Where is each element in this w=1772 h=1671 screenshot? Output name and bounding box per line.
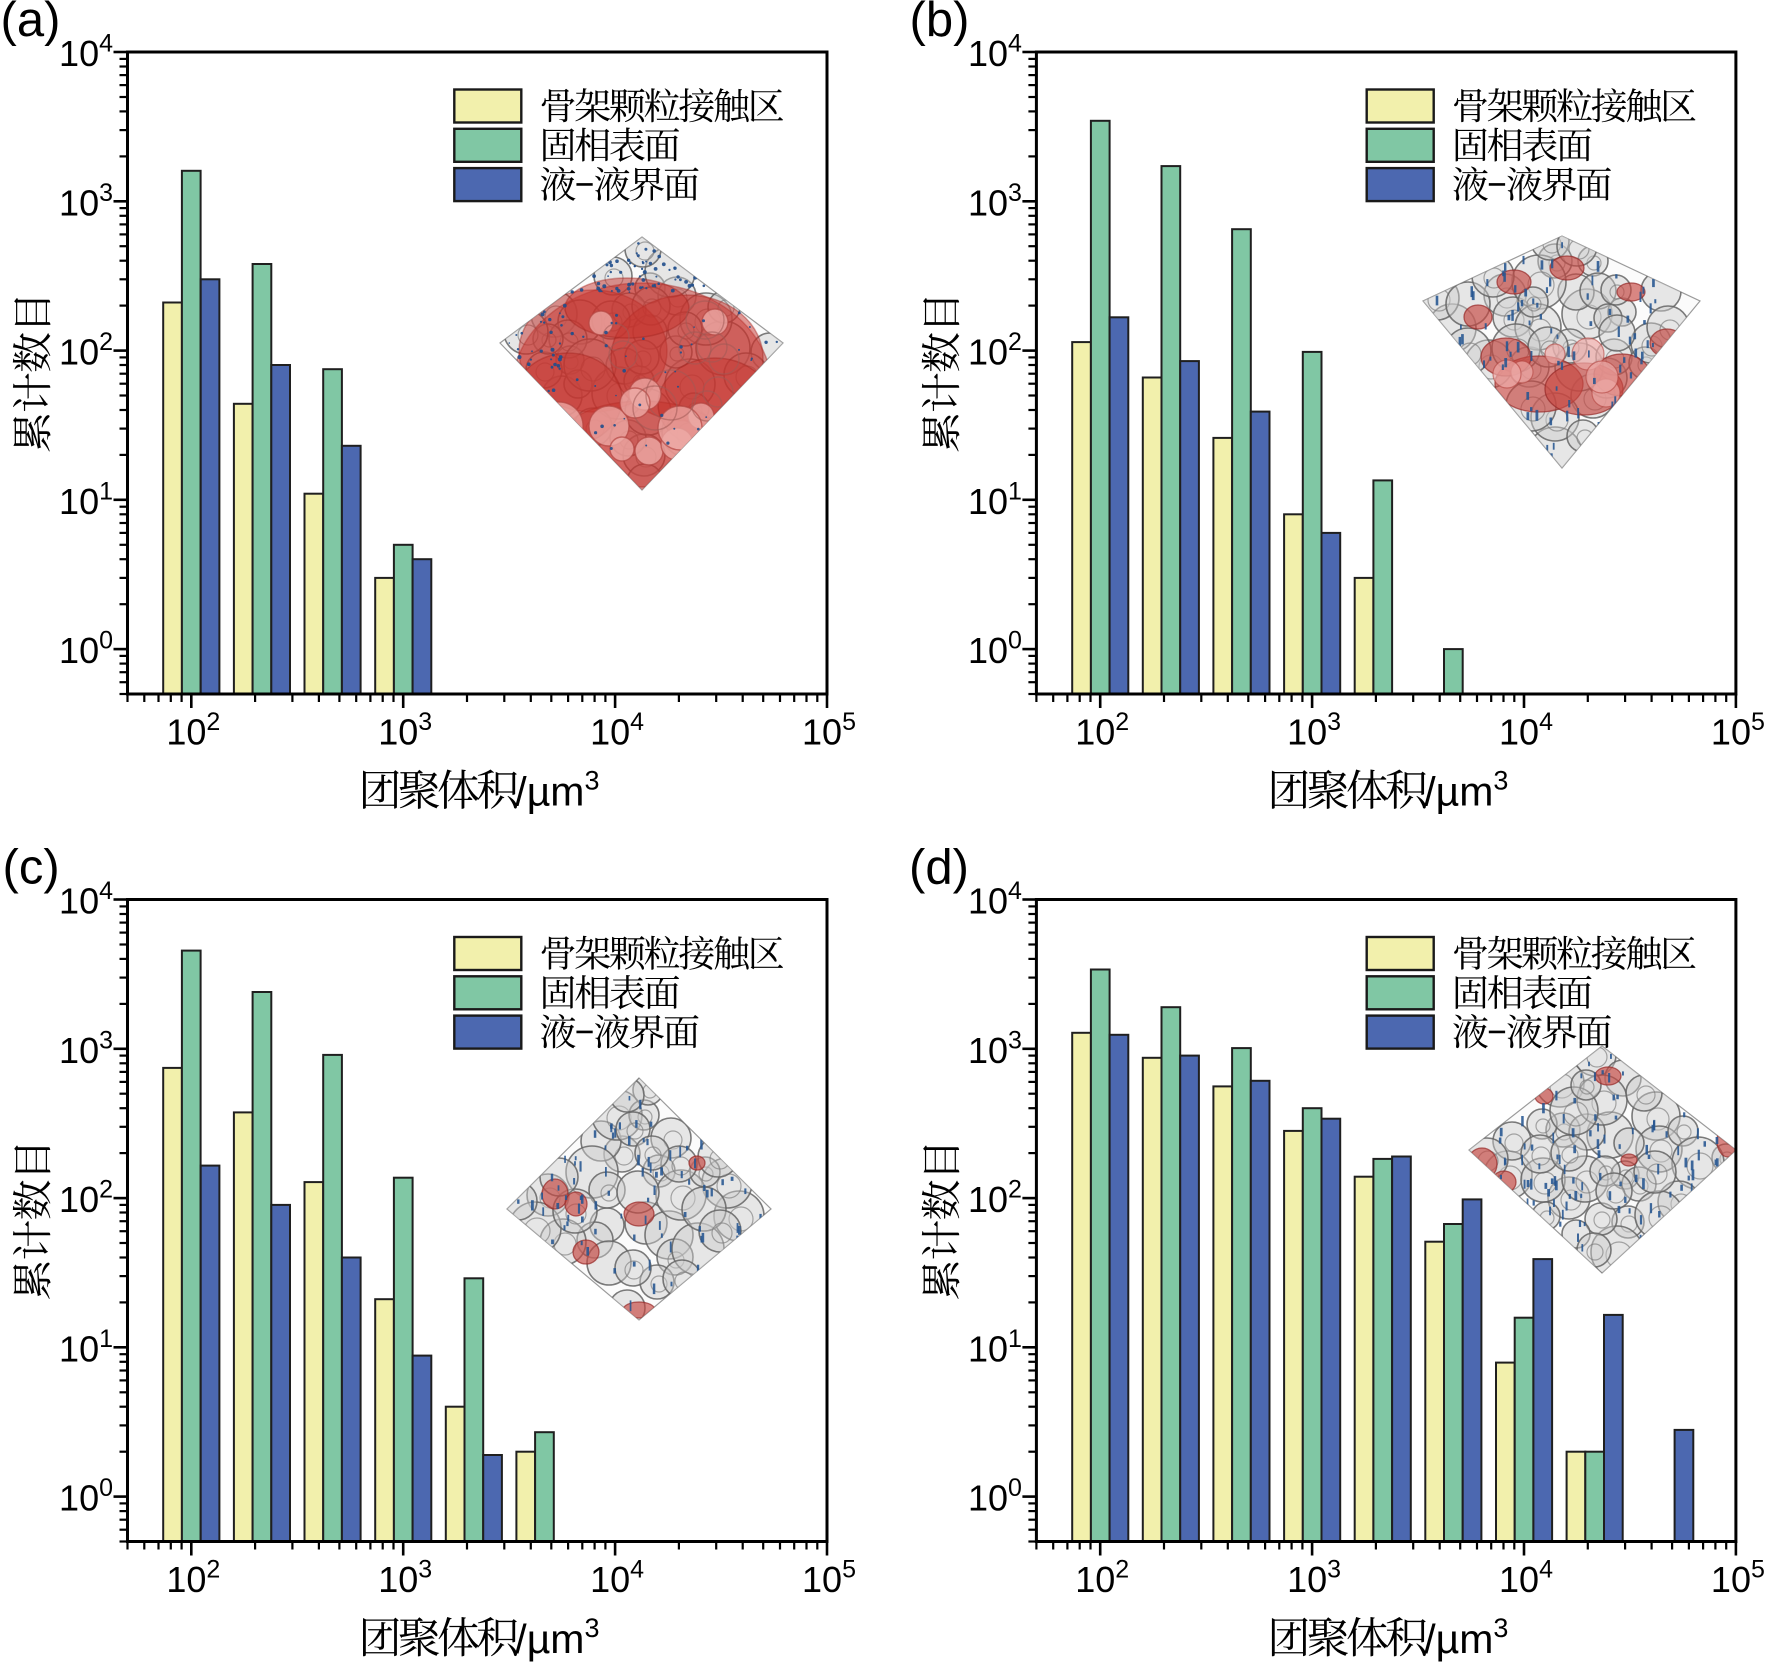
svg-text:104: 104 — [968, 877, 1022, 922]
svg-text:(d): (d) — [909, 841, 969, 895]
svg-text:(a): (a) — [1, 0, 61, 47]
svg-text:(c): (c) — [3, 841, 60, 895]
svg-text:104: 104 — [968, 30, 1022, 75]
svg-text:102: 102 — [968, 1176, 1022, 1221]
svg-text:101: 101 — [968, 477, 1022, 522]
svg-text:(b): (b) — [910, 0, 970, 47]
